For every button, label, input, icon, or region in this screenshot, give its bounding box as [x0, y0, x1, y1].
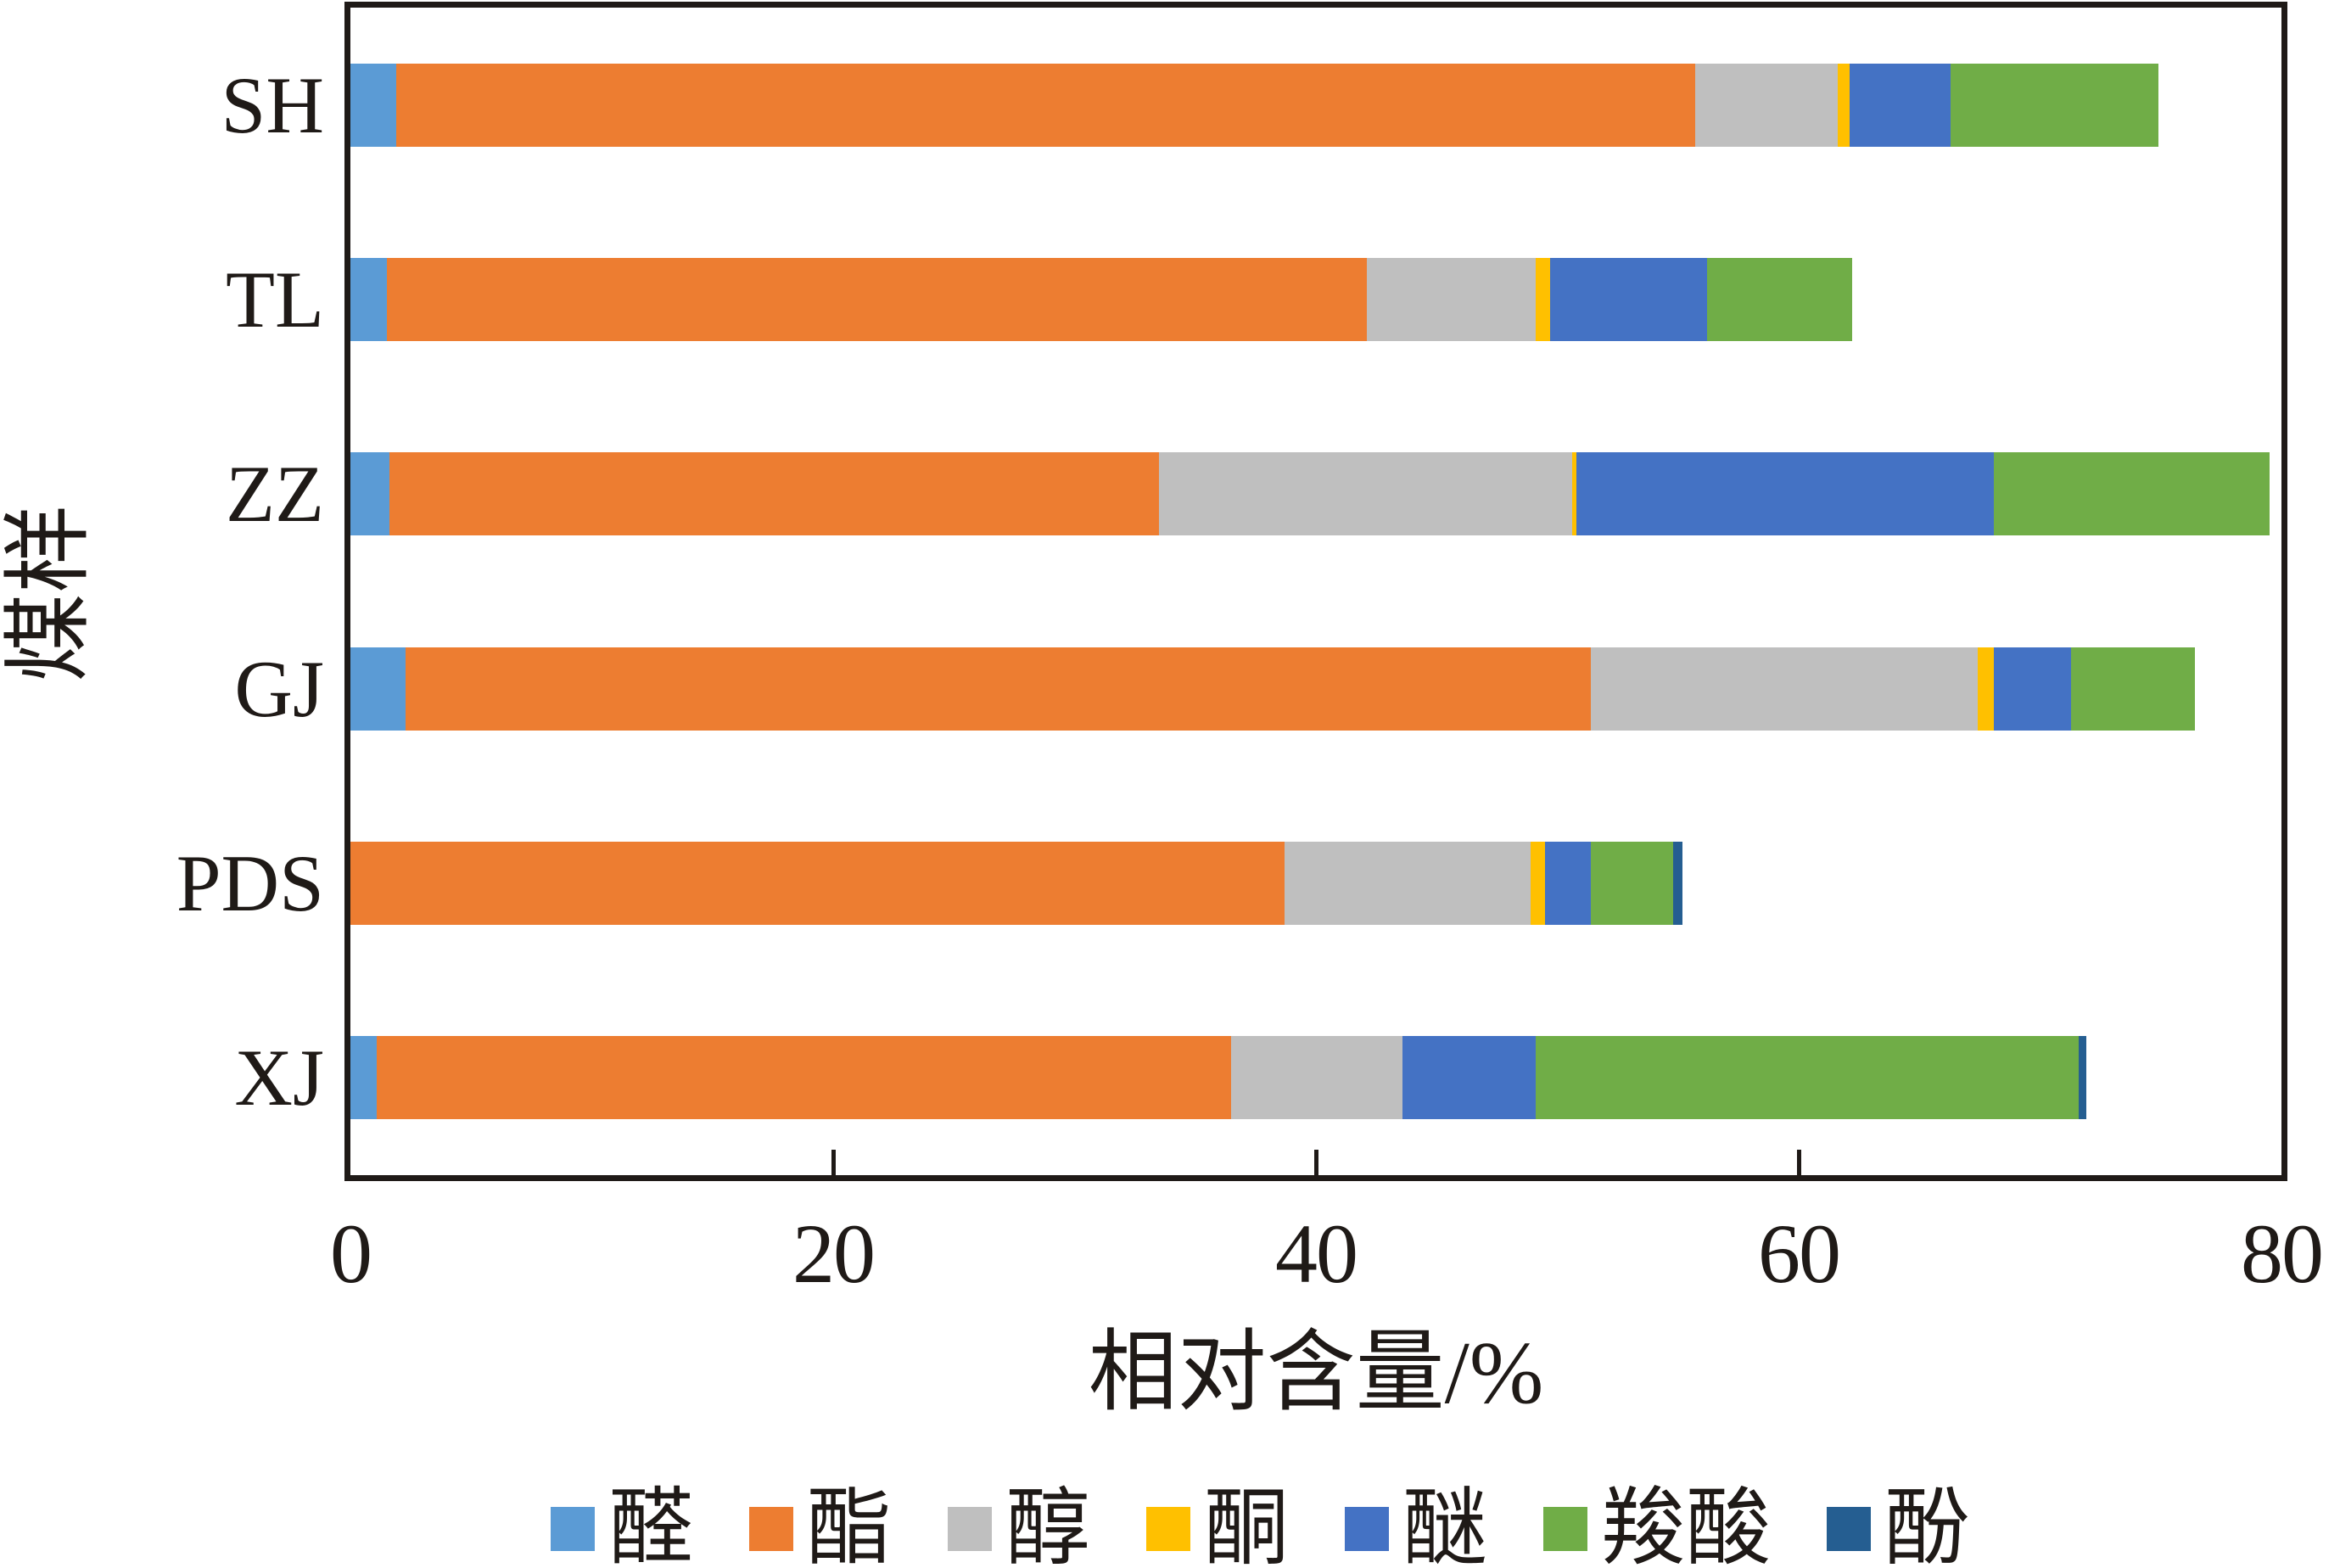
bar-segment-zz	[1571, 452, 1577, 536]
category-label-zz: ZZ	[225, 449, 324, 540]
bar-segment-xj	[350, 1036, 378, 1120]
bar-segment-xj	[1535, 1036, 2080, 1120]
legend-swatch-icon	[749, 1507, 793, 1551]
legend-swatch-icon	[1827, 1507, 1871, 1551]
bar-row-gj	[350, 647, 2281, 731]
legend-item: 醛	[551, 1487, 693, 1568]
bar-segment-gj	[350, 647, 406, 731]
bar-segment-pds	[1591, 842, 1674, 925]
bar-segment-pds	[1531, 842, 1546, 925]
bar-segment-sh	[1951, 63, 2158, 147]
bar-segment-pds	[1673, 842, 1683, 925]
category-label-tl: TL	[225, 255, 324, 344]
legend-swatch-icon	[1146, 1507, 1190, 1551]
bar-segment-tl	[1535, 258, 1550, 341]
bar-segment-tl	[350, 258, 387, 341]
legend-label: 酮	[1204, 1481, 1289, 1568]
bar-row-sh	[350, 63, 2281, 147]
x-axis-tick	[831, 1150, 836, 1175]
bar-segment-pds	[350, 842, 1285, 925]
bar-segment-gj	[406, 647, 1592, 731]
bar-segment-tl	[1706, 258, 1852, 341]
bar-row-tl	[350, 258, 2281, 341]
x-axis-tick	[1314, 1150, 1318, 1175]
bar-segment-sh	[1694, 63, 1838, 147]
bar-row-pds	[350, 842, 2281, 925]
legend-swatch-icon	[1345, 1507, 1389, 1551]
bar-segment-gj	[1591, 647, 1978, 731]
bar-segment-gj	[1977, 647, 1995, 731]
legend-item: 酚	[1827, 1487, 1969, 1568]
legend-item: 醚	[1345, 1487, 1487, 1568]
x-axis-tick-label: 0	[330, 1207, 372, 1301]
bar-segment-gj	[2071, 647, 2195, 731]
legend: 醛酯醇酮醚羧酸酚	[551, 1487, 1969, 1568]
category-label-sh: SH	[221, 59, 324, 150]
x-axis-tick-label: 20	[792, 1207, 876, 1301]
legend-swatch-icon	[948, 1507, 992, 1551]
bar-segment-pds	[1285, 842, 1531, 925]
legend-label: 醚	[1402, 1481, 1487, 1568]
bar-segment-xj	[2079, 1036, 2086, 1120]
legend-swatch-icon	[1543, 1507, 1587, 1551]
x-axis-tick-label: 80	[2241, 1207, 2324, 1301]
legend-item: 羧酸	[1543, 1487, 1771, 1568]
x-axis-tick-label: 40	[1275, 1207, 1358, 1301]
bar-segment-sh	[1837, 63, 1850, 147]
legend-label: 醇	[1005, 1481, 1090, 1568]
legend-label: 酚	[1884, 1481, 1969, 1568]
bar-segment-zz	[1159, 452, 1572, 536]
bar-segment-tl	[1366, 258, 1536, 341]
legend-label: 醛	[608, 1481, 693, 1568]
legend-item: 醇	[948, 1487, 1090, 1568]
bar-segment-zz	[350, 452, 389, 536]
category-label-gj: GJ	[234, 643, 324, 734]
bar-segment-pds	[1545, 842, 1592, 925]
bar-segment-xj	[1402, 1036, 1536, 1120]
plot-area	[344, 2, 2287, 1181]
legend-label: 羧酸	[1601, 1481, 1771, 1568]
bar-row-xj	[350, 1036, 2281, 1120]
x-axis-title: 相对含量/%	[1088, 1323, 1544, 1422]
bar-segment-xj	[377, 1036, 1232, 1120]
bar-segment-sh	[1849, 63, 1951, 147]
x-axis-tick-label: 60	[1758, 1207, 1841, 1301]
bar-segment-tl	[386, 258, 1367, 341]
legend-item: 酯	[749, 1487, 892, 1568]
bar-segment-sh	[350, 63, 397, 147]
bar-segment-zz	[1994, 452, 2270, 536]
bar-segment-tl	[1549, 258, 1707, 341]
category-label-pds: PDS	[176, 838, 324, 928]
category-label-xj: XJ	[234, 1033, 324, 1123]
bar-row-zz	[350, 452, 2281, 536]
bar-segment-zz	[389, 452, 1160, 536]
bar-segment-gj	[1994, 647, 2072, 731]
legend-swatch-icon	[551, 1507, 595, 1551]
bar-segment-sh	[396, 63, 1695, 147]
x-axis-tick	[1797, 1150, 1801, 1175]
legend-item: 酮	[1146, 1487, 1289, 1568]
bar-segment-zz	[1576, 452, 1995, 536]
legend-label: 酯	[807, 1481, 892, 1568]
bar-segment-xj	[1231, 1036, 1403, 1120]
